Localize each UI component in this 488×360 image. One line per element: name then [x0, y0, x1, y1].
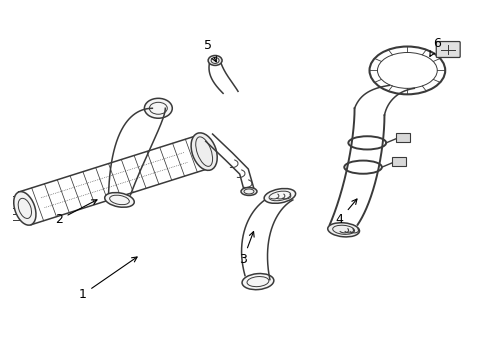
Bar — [395, 133, 409, 142]
Text: 6: 6 — [429, 37, 440, 57]
Bar — [391, 157, 405, 166]
Ellipse shape — [241, 188, 256, 195]
Text: 3: 3 — [239, 231, 254, 266]
Text: 4: 4 — [335, 199, 356, 226]
Ellipse shape — [242, 274, 273, 290]
Ellipse shape — [144, 98, 172, 118]
Ellipse shape — [104, 193, 134, 207]
Text: 5: 5 — [203, 39, 216, 62]
Ellipse shape — [208, 55, 222, 66]
Text: 2: 2 — [55, 200, 97, 226]
Text: 1: 1 — [79, 257, 137, 301]
Ellipse shape — [264, 189, 295, 203]
Ellipse shape — [327, 223, 359, 237]
Ellipse shape — [191, 133, 217, 170]
Ellipse shape — [14, 192, 36, 225]
FancyBboxPatch shape — [435, 41, 459, 58]
